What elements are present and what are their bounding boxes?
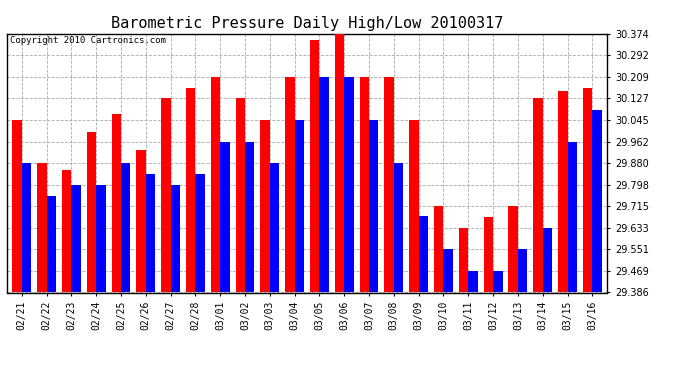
Bar — [146, 174, 155, 292]
Bar — [96, 184, 106, 292]
Bar — [137, 150, 146, 292]
Bar — [87, 132, 96, 292]
Bar — [335, 34, 344, 292]
Title: Barometric Pressure Daily High/Low 20100317: Barometric Pressure Daily High/Low 20100… — [111, 16, 503, 31]
Bar — [260, 120, 270, 292]
Bar — [211, 77, 220, 292]
Bar — [186, 88, 195, 292]
Bar — [558, 91, 567, 292]
Bar — [285, 77, 295, 292]
Text: Copyright 2010 Cartronics.com: Copyright 2010 Cartronics.com — [10, 36, 166, 45]
Bar — [419, 216, 428, 292]
Bar — [543, 228, 552, 292]
Bar — [533, 98, 543, 292]
Bar — [195, 174, 205, 292]
Bar — [469, 271, 477, 292]
Bar — [270, 163, 279, 292]
Bar — [444, 249, 453, 292]
Bar — [518, 249, 527, 292]
Bar — [37, 163, 47, 292]
Bar — [592, 110, 602, 292]
Bar — [170, 184, 180, 292]
Bar — [12, 120, 22, 292]
Bar — [459, 228, 469, 292]
Bar — [409, 120, 419, 292]
Bar — [112, 114, 121, 292]
Bar — [344, 77, 354, 292]
Bar — [62, 170, 71, 292]
Bar — [384, 77, 394, 292]
Bar — [319, 77, 329, 292]
Bar — [22, 163, 31, 292]
Bar — [583, 88, 592, 292]
Bar — [161, 98, 170, 292]
Bar — [121, 163, 130, 292]
Bar — [245, 142, 255, 292]
Bar — [220, 142, 230, 292]
Bar — [71, 184, 81, 292]
Bar — [295, 120, 304, 292]
Bar — [310, 40, 319, 292]
Bar — [567, 142, 577, 292]
Bar — [394, 163, 403, 292]
Bar — [235, 98, 245, 292]
Bar — [434, 206, 444, 292]
Bar — [493, 271, 502, 292]
Bar — [47, 196, 56, 292]
Bar — [369, 120, 379, 292]
Bar — [359, 77, 369, 292]
Bar — [484, 217, 493, 292]
Bar — [509, 206, 518, 292]
